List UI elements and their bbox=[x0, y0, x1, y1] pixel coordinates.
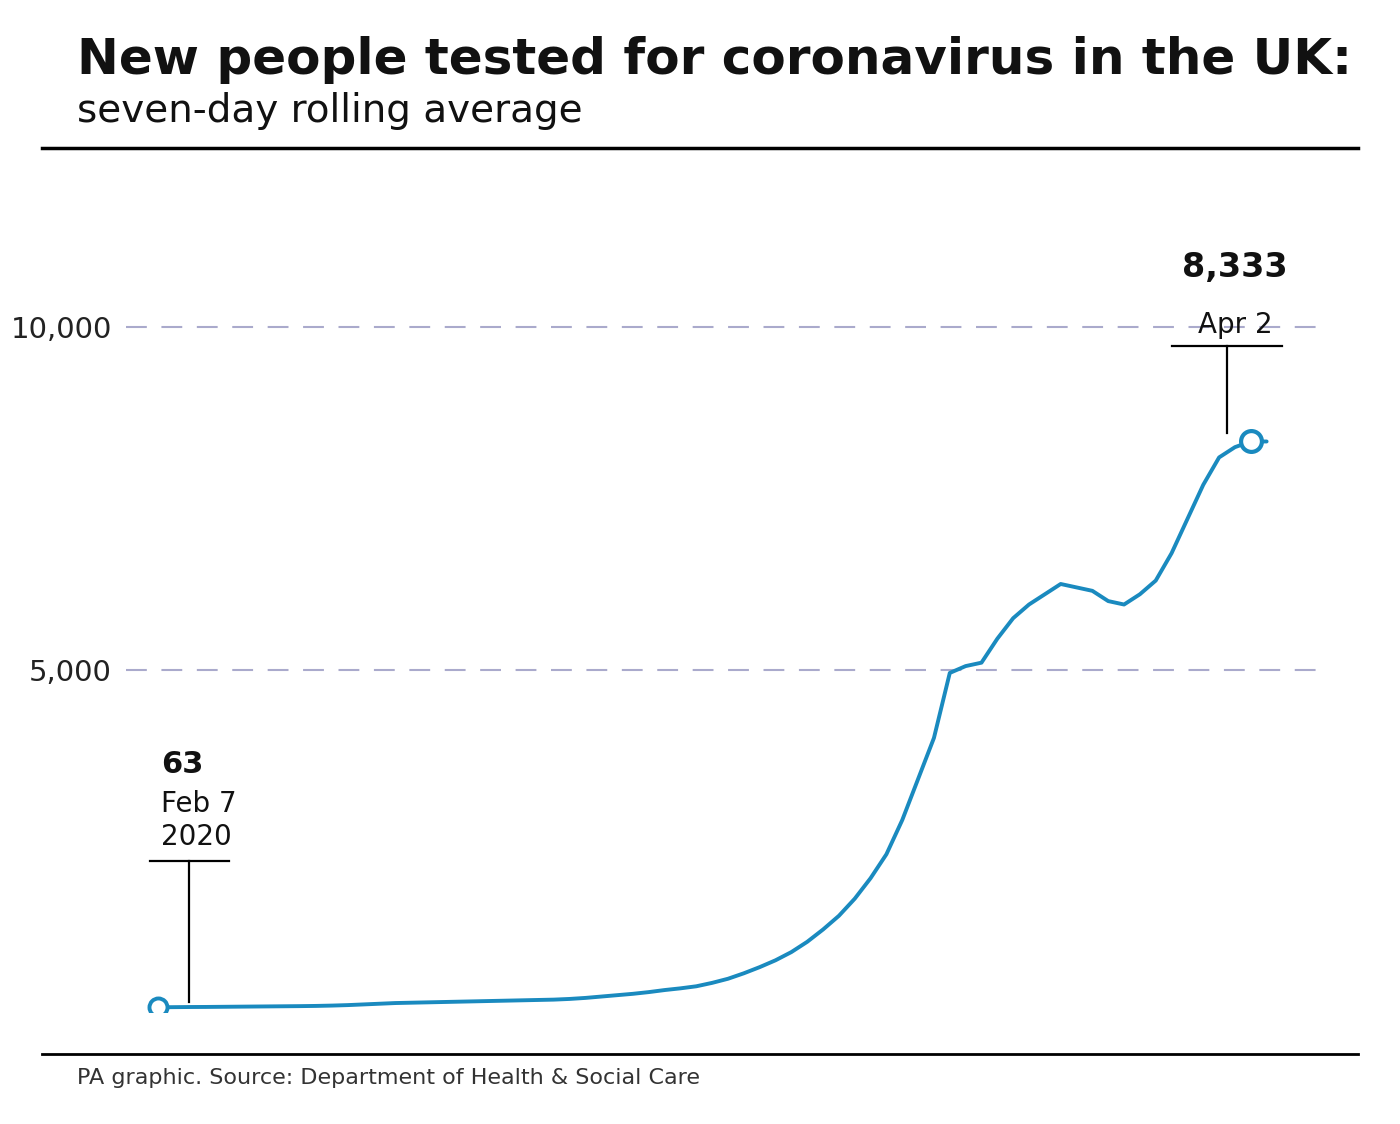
Text: New people tested for coronavirus in the UK:: New people tested for coronavirus in the… bbox=[77, 36, 1352, 84]
Text: Feb 7
2020: Feb 7 2020 bbox=[161, 790, 237, 851]
Text: Apr 2: Apr 2 bbox=[1197, 311, 1273, 338]
Text: seven-day rolling average: seven-day rolling average bbox=[77, 92, 582, 130]
Text: 8,333: 8,333 bbox=[1182, 251, 1288, 284]
Text: 63: 63 bbox=[161, 750, 203, 779]
Text: PA graphic. Source: Department of Health & Social Care: PA graphic. Source: Department of Health… bbox=[77, 1068, 700, 1088]
